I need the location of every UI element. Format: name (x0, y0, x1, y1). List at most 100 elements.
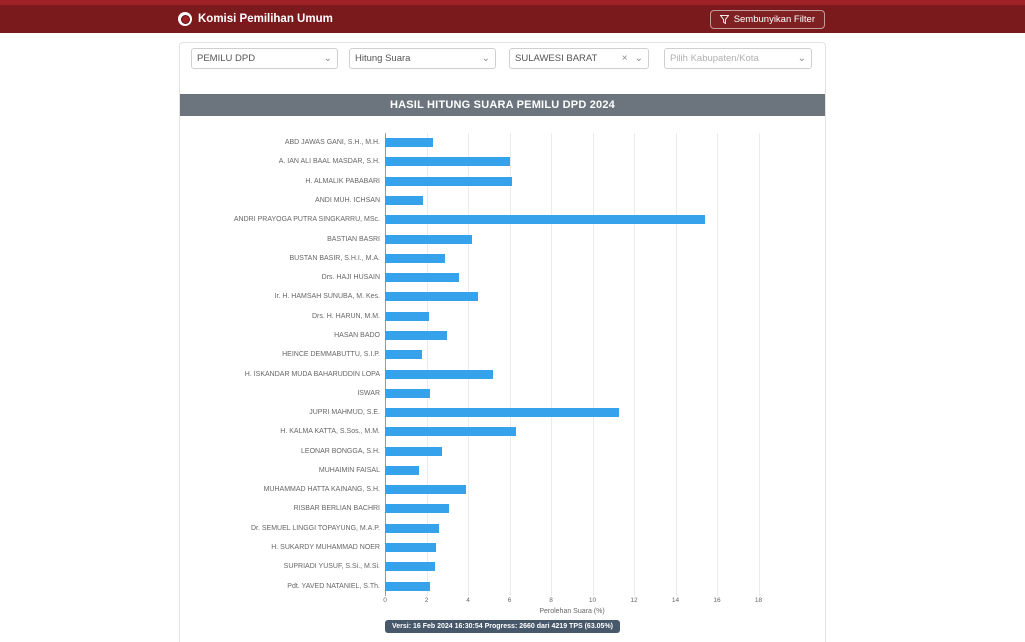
gridline (717, 133, 718, 596)
x-tick-label: 18 (754, 597, 763, 604)
chart-row: ABD JAWAS GANI, S.H., M.H. (180, 133, 825, 152)
bar-track (385, 576, 825, 595)
vote-bar[interactable] (385, 253, 446, 263)
gridline (468, 133, 469, 596)
brand-title: Komisi Pemilihan Umum (198, 13, 333, 25)
chart-title-bar: HASIL HITUNG SUARA PEMILU DPD 2024 (180, 94, 825, 116)
chevron-down-icon: ⌄ (634, 52, 643, 64)
x-axis-label: Perolehan Suara (%) (539, 608, 605, 615)
chart-row: ISWAR (180, 384, 825, 403)
vote-bar[interactable] (385, 215, 705, 225)
gridline (551, 133, 552, 596)
x-tick-label: 8 (549, 597, 553, 604)
chart-row: ANDI MUH. ICHSAN (180, 191, 825, 210)
y-axis-line (385, 133, 386, 596)
chart-row: LEONAR BONGGA, S.H. (180, 442, 825, 461)
select-tahapan[interactable]: Hitung Suara ⌄ (349, 48, 496, 69)
chart-title: HASIL HITUNG SUARA PEMILU DPD 2024 (389, 99, 615, 111)
candidate-label: BASTIAN BASRI (327, 235, 380, 243)
vote-bar[interactable] (385, 485, 466, 495)
bar-track (385, 422, 825, 441)
hide-filter-label: Sembunyikan Filter (733, 13, 815, 25)
candidate-label: Pdt. YAVED NATANIEL, S.Th. (287, 582, 380, 590)
vote-bar[interactable] (385, 408, 620, 418)
chevron-down-icon: ⌄ (323, 52, 332, 64)
chart-row: MUHAIMIN FAISAL (180, 461, 825, 480)
gridline (592, 133, 594, 596)
chart-row: H. SUKARDY MUHAMMAD NOER (180, 538, 825, 557)
bar-track (385, 345, 825, 364)
candidate-label: BUSTAN BASIR, S.H.I., M.A. (289, 254, 381, 262)
chart-row: ANDRI PRAYOGA PUTRA SINGKARRU, MSc. (180, 210, 825, 229)
x-axis-ticks: 0 2 4 6 8 10 12 14 16 18 (383, 596, 825, 606)
vote-bar[interactable] (385, 350, 423, 360)
brand: Komisi Pemilihan Umum (178, 12, 333, 26)
x-tick-label: 0 (383, 597, 387, 604)
bar-track (385, 133, 825, 152)
select-kabupaten[interactable]: Pilih Kabupaten/Kota ⌄ (664, 48, 812, 69)
bar-track (385, 287, 825, 306)
version-progress-badge: Versi: 16 Feb 2024 16:30:54 Progress: 26… (384, 620, 621, 633)
candidate-label: LEONAR BONGGA, S.H. (301, 447, 380, 455)
vote-bar[interactable] (385, 446, 443, 456)
vote-bar[interactable] (385, 581, 430, 591)
select-jenis-pemilu-value: PEMILU DPD (197, 53, 256, 64)
chart-row: H. ALMALIK PABABARI (180, 172, 825, 191)
bar-track (385, 249, 825, 268)
vote-bar[interactable] (385, 388, 430, 398)
candidate-label: ISWAR (357, 389, 380, 397)
vote-bar[interactable] (385, 195, 424, 205)
chart-row: SUPRIADI YUSUF, S.Si., M.Si. (180, 557, 825, 576)
bar-track (385, 307, 825, 326)
chevron-down-icon: ⌄ (797, 52, 806, 64)
chart-row: JUPRI MAHMUD, S.E. (180, 403, 825, 422)
chart-row: HEINCE DEMMABUTTU, S.I.P. (180, 345, 825, 364)
chevron-down-icon: ⌄ (481, 52, 490, 64)
bar-track (385, 326, 825, 345)
candidate-label: ANDRI PRAYOGA PUTRA SINGKARRU, MSc. (233, 216, 380, 224)
gridline (634, 133, 635, 596)
vote-bar[interactable] (385, 523, 439, 533)
candidate-label: MUHAMMAD HATTA KAINANG, S.H. (263, 486, 380, 494)
vote-bar[interactable] (385, 369, 493, 379)
bar-track (385, 403, 825, 422)
candidate-label: HASAN BADO (334, 331, 380, 339)
vote-bar[interactable] (385, 273, 459, 283)
chart-row: BASTIAN BASRI (180, 229, 825, 248)
x-tick-label: 12 (630, 597, 638, 604)
vote-bar[interactable] (385, 157, 510, 167)
chart-row: Drs. HAJI HUSAIN (180, 268, 825, 287)
vote-bar[interactable] (385, 234, 473, 244)
hide-filter-button[interactable]: Sembunyikan Filter (709, 9, 825, 29)
vote-bar[interactable] (385, 311, 429, 321)
vote-bar[interactable] (385, 138, 433, 148)
vote-bar[interactable] (385, 543, 436, 553)
candidate-label: Drs. H. HARUN, M.M. (311, 312, 380, 320)
vote-bar[interactable] (385, 292, 479, 302)
candidate-label: H. KALMA KATTA, S.Sos., M.M. (280, 428, 380, 436)
select-tahapan-value: Hitung Suara (355, 53, 411, 64)
select-jenis-pemilu[interactable]: PEMILU DPD ⌄ (191, 48, 338, 69)
gridline (426, 133, 428, 596)
clear-provinsi-icon[interactable]: × (621, 53, 628, 64)
select-provinsi[interactable]: SULAWESI BARAT × ⌄ (509, 48, 649, 69)
vote-bar[interactable] (385, 504, 450, 514)
vote-bar[interactable] (385, 562, 435, 572)
chart-row: A. IAN ALI BAAL MASDAR, S.H. (180, 152, 825, 171)
bar-track (385, 384, 825, 403)
chart-row: Dr. SEMUEL LINGGI TOPAYUNG, M.A.P. (180, 519, 825, 538)
chart-row: BUSTAN BASIR, S.H.I., M.A. (180, 249, 825, 268)
bar-track (385, 538, 825, 557)
candidate-label: HEINCE DEMMABUTTU, S.I.P. (282, 351, 380, 359)
vote-bar[interactable] (385, 176, 512, 186)
candidate-label: ABD JAWAS GANI, S.H., M.H. (284, 139, 380, 147)
vote-bar[interactable] (385, 465, 420, 475)
filter-bar: PEMILU DPD ⌄ Hitung Suara ⌄ SULAWESI BAR… (180, 48, 825, 80)
vote-bar[interactable] (385, 330, 448, 340)
chart-row: Ir. H. HAMSAH SUNUBA, M. Kes. (180, 287, 825, 306)
vote-bar[interactable] (385, 427, 516, 437)
chart-row: Drs. H. HARUN, M.M. (180, 307, 825, 326)
bar-track (385, 152, 825, 171)
x-tick-label: 6 (507, 597, 512, 604)
candidate-label: MUHAIMIN FAISAL (318, 466, 380, 474)
